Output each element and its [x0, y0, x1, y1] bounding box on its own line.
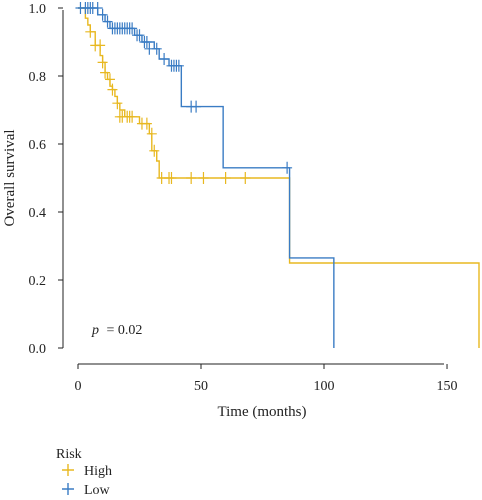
y-tick-label: 0.8 [29, 70, 47, 85]
y-tick-label: 0.6 [29, 138, 47, 153]
x-ticks: 0 50 100 150 [75, 364, 458, 394]
censor-mark-high [146, 127, 157, 140]
censor-mark-high [149, 144, 160, 157]
x-tick-label: 150 [437, 379, 458, 394]
y-tick-label: 0.4 [29, 206, 47, 221]
censor-mark-high [240, 172, 251, 184]
censor-mark-low [159, 53, 170, 65]
censor-mark-high [107, 83, 118, 96]
y-axis-title: Overall survival [2, 129, 18, 226]
censor-mark-high [198, 172, 209, 184]
legend-label-high: High [84, 464, 112, 479]
censor-mark-high [100, 66, 111, 79]
censor-mark-high [97, 56, 108, 69]
legend: Risk High Low [56, 447, 112, 498]
x-tick-label: 50 [194, 379, 208, 394]
censor-mark-low [134, 29, 145, 42]
x-axis-title: Time (months) [217, 404, 306, 420]
legend-marker-high [62, 464, 74, 476]
legend-plus-low [62, 483, 74, 495]
censor-mark-high [127, 110, 138, 123]
censor-mark-low [102, 15, 113, 28]
censor-mark-low [191, 100, 202, 113]
censor-mark-high [166, 172, 177, 184]
censor-mark-low [127, 22, 138, 35]
censor-mark-low [151, 42, 162, 55]
censor-mark-low [173, 59, 184, 72]
p-symbol: p [91, 323, 99, 338]
legend-title: Risk [56, 447, 82, 462]
survival-curves [75, 2, 480, 348]
x-tick-label: 100 [314, 379, 335, 394]
x-tick-label: 0 [75, 379, 82, 394]
legend-item-low: Low [62, 483, 111, 498]
censor-mark-high [104, 73, 115, 86]
censor-mark-high [85, 25, 96, 38]
censor-mark-high [95, 39, 106, 52]
y-tick-label: 0.0 [29, 342, 47, 357]
legend-plus-high [62, 464, 74, 476]
legend-label-low: Low [84, 483, 111, 498]
p-value-text: = 0.02 [107, 323, 143, 338]
censor-mark-high [220, 172, 231, 184]
censor-mark-low [92, 2, 103, 14]
censor-mark-low [97, 8, 108, 21]
censor-mark-high [112, 97, 123, 110]
censor-mark-low [141, 36, 152, 48]
p-value-annotation: p = 0.02 [91, 323, 142, 338]
y-tick-label: 1.0 [29, 2, 47, 17]
censor-mark-high [141, 117, 152, 130]
curve-high [78, 7, 480, 348]
legend-item-high: High [62, 464, 112, 479]
y-ticks: 0.0 0.2 0.4 0.6 0.8 1.0 [29, 2, 63, 357]
y-tick-label: 0.2 [29, 274, 47, 289]
censor-mark-low [282, 161, 293, 174]
censor-mark-high [186, 172, 197, 184]
legend-marker-low [62, 483, 74, 495]
